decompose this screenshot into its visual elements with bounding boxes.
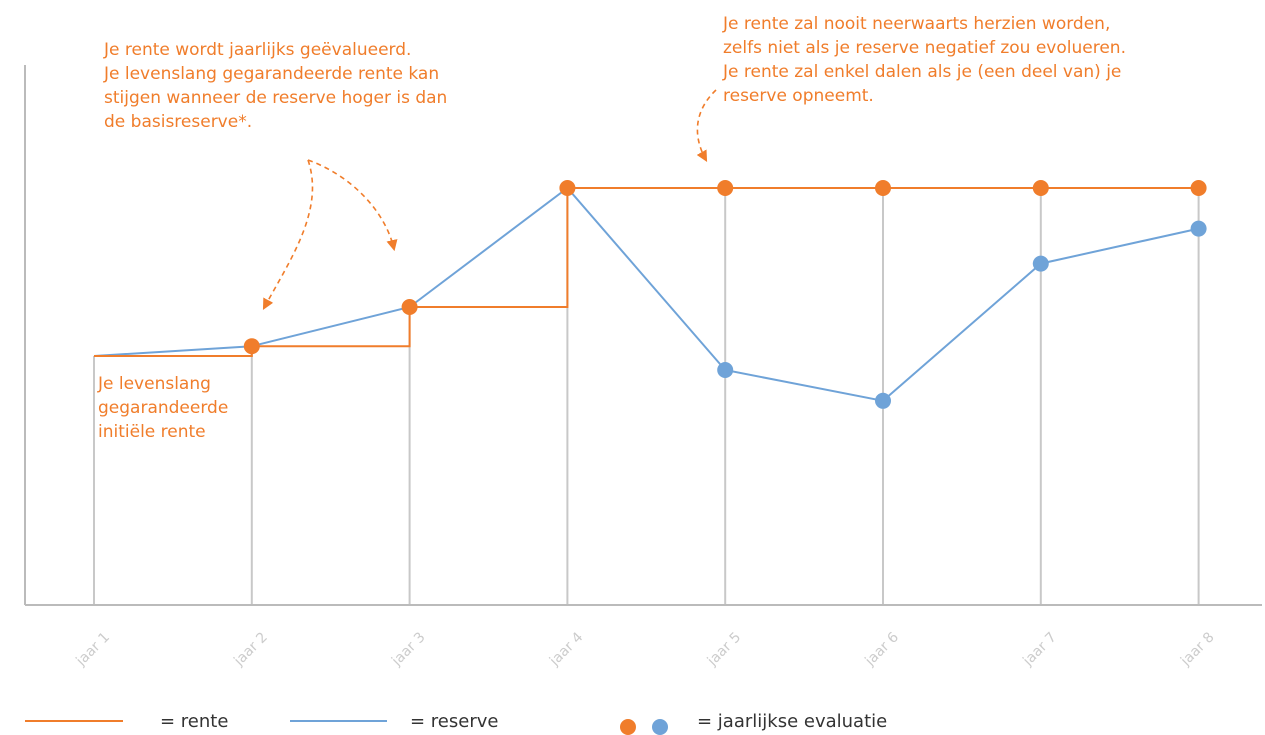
evaluation-markers [243, 180, 1207, 409]
rente-marker-jaar-4 [559, 180, 576, 196]
arrow-to-jaar3 [307, 159, 398, 252]
legend-rente-label: = rente [160, 711, 228, 732]
legend-reserve-label: = reserve [410, 711, 498, 732]
rente-marker-jaar-7 [1032, 180, 1049, 196]
annotation-initial-rate: Je levenslang gegarandeerde initiële ren… [98, 374, 229, 442]
tick-label-jaar-7: jaar 7 [1019, 629, 1059, 669]
legend-rente-dot [620, 719, 636, 735]
tick-label-jaar-2: jaar 2 [230, 629, 270, 669]
legend: = rente = reserve = jaarlijkse evaluatie [25, 711, 887, 735]
rente-marker-jaar-8 [1190, 180, 1207, 196]
legend-reserve-dot [652, 719, 668, 735]
rente-marker-jaar-5 [717, 180, 734, 196]
rente-line [94, 187, 1199, 357]
axes [24, 65, 1262, 606]
grid-lines [93, 188, 1200, 605]
series [93, 186, 1199, 402]
reserve-line [93, 186, 1199, 402]
reserve-marker-jaar-5 [717, 362, 734, 378]
tick-label-jaar-5: jaar 5 [704, 629, 744, 669]
rente-marker-jaar-6 [875, 180, 891, 196]
legend-evaluation-label: = jaarlijkse evaluatie [697, 711, 887, 732]
reserve-marker-jaar-8 [1190, 220, 1207, 237]
x-tick-labels: jaar 1 jaar 2 jaar 3 jaar 4 jaar 5 jaar 6 jaar… [73, 629, 1218, 669]
tick-label-jaar-1: jaar 1 [73, 629, 113, 669]
tick-label-jaar-6: jaar 6 [862, 629, 902, 669]
tick-label-jaar-8: jaar 8 [1177, 629, 1217, 669]
reserve-marker-jaar-6 [875, 392, 891, 409]
arrow-to-jaar5 [696, 89, 717, 162]
rente-marker-jaar-2 [243, 338, 260, 355]
reserve-marker-jaar-7 [1032, 255, 1049, 272]
tick-label-jaar-3: jaar 3 [388, 629, 428, 669]
rente-marker-jaar-3 [401, 299, 418, 315]
tick-label-jaar-4: jaar 4 [546, 629, 586, 669]
annotation-never-downward: Je rente zal nooit neerwaarts herzien wo… [723, 14, 1126, 106]
annotation-arrows [262, 89, 717, 310]
annotation-yearly-evaluation: Je rente wordt jaarlijks geëvalueerd. Je… [104, 40, 448, 132]
arrow-to-jaar2 [262, 159, 314, 310]
